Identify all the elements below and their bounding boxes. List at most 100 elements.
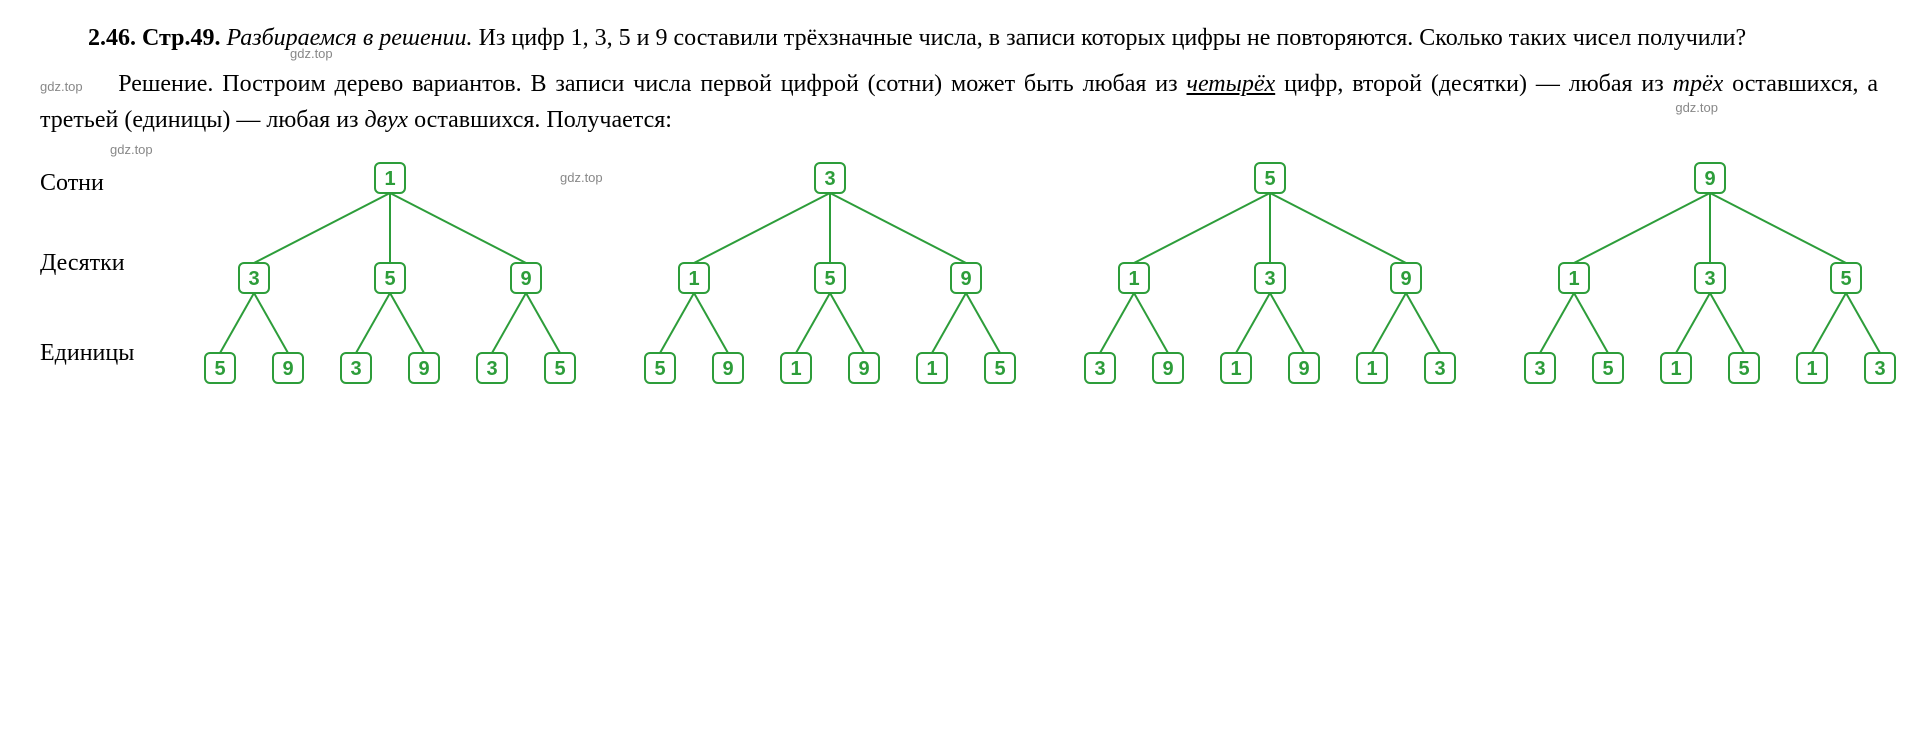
tree-branch [694,193,830,263]
tree-branch [254,193,390,263]
tree-node-text: 1 [1670,358,1681,380]
solution-part2: цифр, второй (десятки) — любая из [1284,71,1664,97]
tree-node-text: 3 [350,358,361,380]
tree-branch [966,293,1000,353]
tree-node-text: 5 [1738,358,1749,380]
tree-branch [1846,293,1880,353]
tree-branch [1710,193,1846,263]
tree-node-text: 9 [1162,358,1173,380]
statement-text: Из цифр 1, 3, 5 и 9 составили трёхзначны… [479,25,1747,51]
tree-node-text: 3 [248,268,259,290]
tree-node-text: 3 [1534,358,1545,380]
count-tens: трёх [1673,71,1724,97]
tree-node-text: 5 [824,268,835,290]
section-title: Разбираемся в решении. [226,25,472,51]
tree-branch [1710,293,1744,353]
tree-group: 9 1 3 5 3 5 1 5 1 3 [1500,148,1918,408]
tree-branch [1574,293,1608,353]
tree-node-text: 1 [1806,358,1817,380]
tree-branch [1100,293,1134,353]
tree-node-text: 9 [520,268,531,290]
tree-branch [1236,293,1270,353]
tree-branch [1372,293,1406,353]
tree-node-text: 9 [418,358,429,380]
tree-node-text: 1 [926,358,937,380]
tree-branch [932,293,966,353]
watermark-5: gdz.top [110,140,153,160]
tree-node-text: 3 [1874,358,1885,380]
tree-branch [526,293,560,353]
tree-node-text: 5 [994,358,1005,380]
tree-node-text: 3 [1434,358,1445,380]
tree-node-text: 9 [1400,268,1411,290]
solution-part4: оставшихся. Получается: [414,107,672,133]
tree-node-text: 3 [1704,268,1715,290]
tree-node-text: 9 [722,358,733,380]
label-units: Единицы [40,308,180,398]
tree-branch [254,293,288,353]
tree-container: Сотни Десятки Единицы gdz.top 1359593935… [40,148,1878,408]
trees-area: 1 3 5 9 5 9 3 9 3 5 3 1 5 9 5 9 1 9 1 5 5 1 3 9 3 9 1 9 1 3 9 1 3 5 3 5 1 5 1 3 [180,148,1918,408]
problem-page: Стр.49. [142,25,220,51]
tree-node-text: 5 [1264,168,1275,190]
tree-group: 1 3 5 9 5 9 3 9 3 5 [180,148,600,408]
solution-text: gdz.top Решение. Построим дерево вариант… [40,66,1878,138]
tree-branch [492,293,526,353]
tree-branch [1270,193,1406,263]
solution-block: gdz.top gdz.top Решение. Построим дерево… [40,66,1878,138]
tree-node-text: 9 [282,358,293,380]
tree-node-text: 5 [1602,358,1613,380]
tree-node-text: 3 [486,358,497,380]
tree-branch [356,293,390,353]
tree-node-text: 1 [1568,268,1579,290]
tree-branch [390,193,526,263]
problem-number: 2.46. [88,25,136,51]
solution-part1: Построим дерево вариантов. В записи числ… [222,71,1177,97]
tree-branch [830,193,966,263]
watermark-3: gdz.top [40,79,83,94]
tree-branch [220,293,254,353]
tree-node-text: 5 [654,358,665,380]
tree-node-text: 3 [1264,268,1275,290]
count-hundreds: четырёх [1187,71,1276,97]
tree-branch [796,293,830,353]
labels-column: Сотни Десятки Единицы gdz.top [40,148,180,398]
watermark-1: gdz.top [1675,98,1718,118]
tree-node-text: 5 [1840,268,1851,290]
tree-node-text: 9 [858,358,869,380]
watermark-2: gdz.top [290,44,333,64]
tree-node-text: 1 [1128,268,1139,290]
tree-branch [1540,293,1574,353]
tree-branch [660,293,694,353]
tree-node-text: 1 [1366,358,1377,380]
tree-node-text: 1 [384,168,395,190]
tree-node-text: 9 [1704,168,1715,190]
tree-branch [1812,293,1846,353]
tree-branch [390,293,424,353]
tree-node-text: 1 [688,268,699,290]
tree-node-text: 3 [1094,358,1105,380]
count-units: двух [365,107,409,133]
tree-node-text: 1 [790,358,801,380]
tree-node-text: 5 [384,268,395,290]
tree-group: 3 1 5 9 5 9 1 9 1 5 [620,148,1040,408]
tree-node-text: 9 [1298,358,1309,380]
tree-node-text: 5 [554,358,565,380]
tree-group: 5 1 3 9 3 9 1 9 1 3 [1060,148,1480,408]
tree-branch [1134,293,1168,353]
tree-node-text: 5 [214,358,225,380]
tree-branch [1574,193,1710,263]
label-tens-text: Десятки [40,245,125,281]
tree-branch [1406,293,1440,353]
tree-node-text: 3 [824,168,835,190]
tree-node-text: 1 [1230,358,1241,380]
label-tens: Десятки [40,218,180,308]
watermark-4: gdz.top [560,168,603,188]
tree-branch [694,293,728,353]
tree-branch [830,293,864,353]
tree-branch [1676,293,1710,353]
tree-branch [1270,293,1304,353]
tree-branch [1134,193,1270,263]
tree-node-text: 9 [960,268,971,290]
solution-label: Решение. [118,71,213,97]
